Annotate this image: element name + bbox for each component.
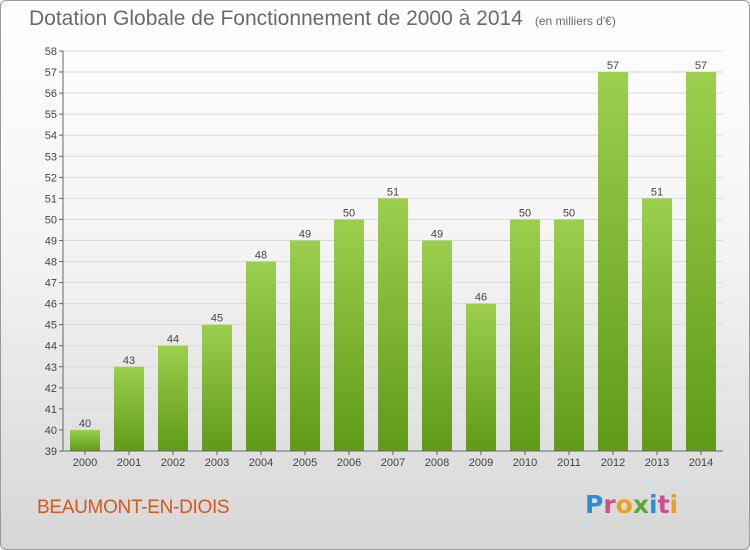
y-tick-label: 57	[45, 67, 57, 79]
y-tick-label: 43	[45, 362, 57, 374]
axes	[62, 51, 723, 455]
data-label-2001: 43	[123, 355, 135, 367]
y-tick-labels: 39 40 41 42 43 44 45 46 47 48 49 50 51 52 53 54 55 56 57 58	[45, 46, 57, 458]
y-tick-label: 45	[45, 320, 57, 332]
y-tick-label: 42	[45, 383, 57, 395]
data-label-2002: 44	[167, 334, 179, 346]
y-tick-label: 48	[45, 257, 57, 269]
x-tick-label-2013: 2013	[645, 457, 669, 469]
commune-name: BEAUMONT-EN-DIOIS	[37, 497, 230, 518]
bar-2009	[466, 303, 496, 451]
y-tick-label: 49	[45, 235, 57, 247]
data-label-2014: 57	[695, 60, 707, 72]
x-tick-label-2009: 2009	[469, 457, 493, 469]
chart-title-main: Dotation Globale de Fonctionnement de 20…	[29, 7, 523, 30]
proxiti-logo[interactable]: Proxiti	[585, 490, 678, 519]
bar-2013	[642, 198, 672, 451]
x-tick-label-2000: 2000	[73, 457, 97, 469]
data-label-2006: 50	[343, 207, 355, 219]
bar-2007	[378, 198, 408, 451]
y-tick-label: 46	[45, 299, 57, 311]
y-tick-label: 58	[45, 46, 57, 58]
data-label-2010: 50	[519, 207, 531, 219]
data-labels: 40 43 44 45 48 49 50 51 49 46 50 50 57 51 57	[79, 60, 707, 430]
x-tick-labels: 2000 2001 2002 2003 2004 2005 2006 2007 2008 2009…	[73, 457, 713, 469]
x-tick-label-2002: 2002	[161, 457, 185, 469]
data-label-2000: 40	[79, 418, 91, 430]
logo-letter: P	[585, 490, 604, 519]
chart-title: Dotation Globale de Fonctionnement de 20…	[29, 7, 616, 31]
data-label-2009: 46	[475, 292, 487, 304]
y-tick-label: 54	[45, 130, 57, 142]
chart-title-unit: (en milliers d'€)	[534, 14, 616, 28]
y-tick-label: 40	[45, 425, 57, 437]
logo-letter: i	[649, 490, 658, 519]
bar-2011	[554, 219, 584, 451]
x-tick-label-2011: 2011	[557, 457, 581, 469]
data-label-2011: 50	[563, 207, 575, 219]
logo-letter: o	[615, 490, 633, 519]
logo-letter: x	[632, 490, 649, 519]
y-tick-label: 52	[45, 172, 57, 184]
data-label-2008: 49	[431, 228, 443, 240]
bar-2006	[334, 219, 364, 451]
bars	[70, 72, 716, 451]
data-label-2005: 49	[299, 228, 311, 240]
x-tick-label-2007: 2007	[381, 457, 405, 469]
x-tick-label-2014: 2014	[689, 457, 713, 469]
bar-2012	[598, 72, 628, 451]
data-label-2013: 51	[651, 186, 663, 198]
bar-2004	[246, 261, 276, 451]
y-tick-label: 55	[45, 109, 57, 121]
y-tick-label: 47	[45, 278, 57, 290]
y-tick-label: 41	[45, 404, 57, 416]
y-tick-label: 50	[45, 214, 57, 226]
data-label-2007: 51	[387, 186, 399, 198]
x-tick-label-2003: 2003	[205, 457, 229, 469]
x-tick-label-2010: 2010	[513, 457, 537, 469]
bar-2010	[510, 219, 540, 451]
bar-2003	[202, 324, 232, 451]
bar-2000	[70, 429, 100, 451]
logo-letter: i	[669, 490, 679, 519]
x-tick-label-2008: 2008	[425, 457, 449, 469]
data-label-2003: 45	[211, 313, 223, 325]
y-tick-label: 44	[45, 341, 57, 353]
y-tick-label: 56	[45, 88, 57, 100]
bar-2005	[290, 240, 320, 451]
y-tick-label: 39	[45, 446, 57, 458]
data-label-2012: 57	[607, 60, 619, 72]
x-tick-label-2001: 2001	[117, 457, 141, 469]
x-tick-label-2006: 2006	[337, 457, 361, 469]
data-label-2004: 48	[255, 250, 267, 262]
y-tick-label: 53	[45, 151, 57, 163]
x-tick-label-2005: 2005	[293, 457, 317, 469]
bar-2008	[422, 240, 452, 451]
bar-2014	[686, 72, 716, 451]
bar-2001	[114, 366, 144, 451]
x-tick-label-2012: 2012	[601, 457, 625, 469]
logo-letter: t	[657, 490, 670, 519]
bar-2002	[158, 345, 188, 451]
y-tick-label: 51	[45, 193, 57, 205]
x-tick-label-2004: 2004	[249, 457, 273, 469]
logo-letter: r	[603, 490, 616, 519]
